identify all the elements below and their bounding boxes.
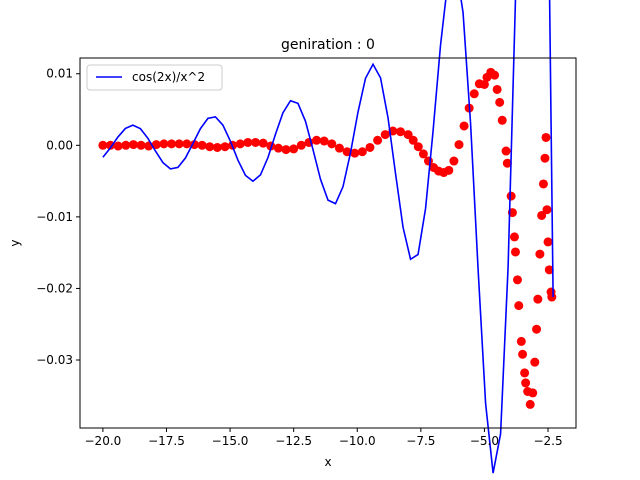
scatter-point xyxy=(509,232,519,242)
scatter-point xyxy=(502,158,512,168)
scatter-point xyxy=(98,140,108,150)
series-line-cos2x-over-x2 xyxy=(102,0,554,474)
x-tick-label: −10.0 xyxy=(339,434,376,448)
scatter-point xyxy=(136,140,146,150)
scatter-point xyxy=(167,139,177,149)
plot-area: −20.0 −17.5 −15.0 −12.5 −10.0 −7.5 −5.0 −2.5 0.… xyxy=(36,0,577,474)
scatter-point xyxy=(510,247,520,257)
scatter-point xyxy=(541,132,551,142)
scatter-point xyxy=(189,140,199,150)
scatter-point xyxy=(235,139,245,149)
scatter-point xyxy=(258,138,268,148)
scatter-point xyxy=(342,147,352,157)
scatter-point xyxy=(281,145,291,155)
scatter-point xyxy=(459,121,469,131)
scatter-point xyxy=(514,301,524,311)
scatter-point xyxy=(512,275,522,285)
scatter-point xyxy=(151,140,161,150)
scatter-point xyxy=(535,249,545,259)
scatter-point xyxy=(520,368,530,378)
scatter-point xyxy=(128,140,138,150)
axes-background xyxy=(80,58,576,428)
scatter-point xyxy=(220,142,230,152)
y-tick-label: 0.00 xyxy=(46,138,73,152)
scatter-point xyxy=(197,140,207,150)
scatter-point xyxy=(537,210,547,220)
x-tick-label: −17.5 xyxy=(148,434,185,448)
x-tick-label: −12.5 xyxy=(275,434,312,448)
scatter-point xyxy=(530,357,540,367)
x-tick-label: −15.0 xyxy=(212,434,249,448)
x-axis-label: x xyxy=(324,455,331,469)
scatter-point xyxy=(542,205,552,215)
scatter-point xyxy=(395,127,405,137)
x-tick-label: −20.0 xyxy=(85,434,122,448)
scatter-point xyxy=(528,388,538,398)
scatter-point xyxy=(121,140,131,150)
scatter-point xyxy=(454,140,464,150)
scatter-point xyxy=(334,143,344,153)
legend: cos(2x)/x^2 xyxy=(86,64,223,91)
scatter-point xyxy=(113,141,123,151)
scatter-point xyxy=(533,294,543,304)
y-axis-label: y xyxy=(8,239,22,246)
y-tick-label: −0.02 xyxy=(36,281,73,295)
y-tick-label: −0.01 xyxy=(36,210,73,224)
scatter-point xyxy=(449,156,459,166)
y-tick-label: −0.03 xyxy=(36,353,73,367)
scatter-point xyxy=(380,130,390,140)
legend-label: cos(2x)/x^2 xyxy=(132,70,205,84)
scatter-point xyxy=(501,146,511,156)
scatter-point xyxy=(296,140,306,150)
scatter-point xyxy=(327,139,337,149)
scatter-point xyxy=(243,137,253,147)
scatter-point xyxy=(319,136,329,146)
scatter-point xyxy=(479,79,489,89)
scatter-point xyxy=(547,292,557,302)
scatter-point xyxy=(373,135,383,145)
chart-title: geniration : 0 xyxy=(281,37,375,53)
scatter-point xyxy=(532,324,542,334)
scatter-point xyxy=(174,139,184,149)
series-layer xyxy=(98,0,557,474)
x-tick-label: −2.5 xyxy=(533,434,562,448)
scatter-point xyxy=(350,148,360,158)
scatter-point xyxy=(413,142,423,152)
x-tick-label: −7.5 xyxy=(406,434,435,448)
scatter-point xyxy=(492,84,502,94)
scatter-point xyxy=(408,135,418,145)
scatter-point xyxy=(289,144,299,154)
scatter-point xyxy=(495,97,505,107)
scatter-point xyxy=(273,143,283,153)
scatter-point xyxy=(444,165,454,175)
scatter-point xyxy=(205,142,215,152)
y-tick-label: 0.01 xyxy=(46,67,73,81)
scatter-point xyxy=(182,139,192,149)
x-axis-ticks: −20.0 −17.5 −15.0 −12.5 −10.0 −7.5 −5.0 −2.5 xyxy=(85,428,563,448)
scatter-point xyxy=(518,349,528,359)
scatter-point xyxy=(516,336,526,346)
scatter-point xyxy=(497,115,507,125)
legend-frame xyxy=(86,64,223,91)
scatter-point xyxy=(469,89,479,99)
scatter-point xyxy=(543,237,553,247)
scatter-point xyxy=(506,191,516,201)
scatter-point xyxy=(525,399,535,409)
scatter-point xyxy=(312,135,322,145)
x-tick-label: −5.0 xyxy=(470,434,499,448)
scatter-point xyxy=(544,265,554,275)
scatter-point xyxy=(540,153,550,163)
y-axis-ticks: 0.01 0.00 −0.01 −0.02 −0.03 xyxy=(36,67,80,367)
scatter-point xyxy=(212,142,222,152)
scatter-point xyxy=(490,70,500,80)
scatter-point xyxy=(418,149,428,159)
scatter-point xyxy=(538,179,548,189)
scatter-point xyxy=(159,139,169,149)
scatter-point xyxy=(521,378,531,388)
scatter-point xyxy=(251,137,261,147)
scatter-point xyxy=(357,147,367,157)
axes-frame xyxy=(79,57,577,429)
scatter-point xyxy=(365,142,375,152)
